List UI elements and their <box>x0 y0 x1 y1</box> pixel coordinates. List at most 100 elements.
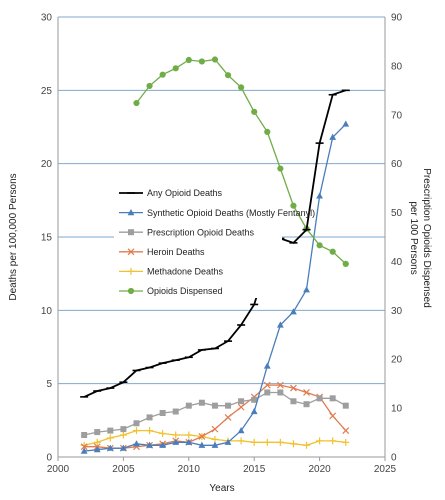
data-point <box>185 402 192 409</box>
data-point <box>263 362 271 369</box>
data-point <box>107 427 114 434</box>
right-axis-ticks: 0 10 20 30 40 50 60 70 80 90 <box>391 13 403 464</box>
legend-label: Synthetic Opioid Deaths (Mostly Fentanyl… <box>147 208 315 218</box>
y-tick-label-left: 10 <box>41 306 53 317</box>
data-point <box>238 84 245 91</box>
data-point <box>329 437 337 445</box>
data-point <box>237 437 245 445</box>
series-opioids-dispensed <box>133 56 349 267</box>
y-axis-label-right: Prescription Opioids Dispensed per 100 P… <box>408 168 432 308</box>
data-point <box>185 56 192 64</box>
data-point <box>93 438 101 446</box>
series-layer <box>80 56 350 454</box>
data-point <box>172 431 180 439</box>
x-axis-ticks: 2000 2005 2010 2015 2020 2025 <box>47 457 397 475</box>
data-point <box>290 384 297 392</box>
data-point <box>80 447 88 454</box>
data-point <box>120 444 127 451</box>
data-point <box>106 434 114 442</box>
y-tick-label-right: 50 <box>391 208 403 219</box>
data-point <box>277 389 284 396</box>
svg-text:per 100 Persons: per 100 Persons <box>408 201 419 274</box>
data-point <box>120 426 127 433</box>
data-point <box>342 260 349 267</box>
data-point <box>133 99 140 107</box>
data-point <box>224 72 232 79</box>
legend-item: Prescription Opioid Deaths <box>119 227 255 237</box>
data-point <box>159 410 166 416</box>
y-tick-label-right: 60 <box>391 159 403 170</box>
data-point <box>159 430 167 438</box>
data-point <box>316 192 323 199</box>
x-tick-label: 2010 <box>178 464 201 475</box>
data-point <box>329 412 337 420</box>
data-point <box>303 401 310 408</box>
data-point <box>172 65 179 72</box>
data-point <box>185 431 193 439</box>
legend-item: Heroin Deaths <box>119 247 205 257</box>
data-point <box>198 441 206 448</box>
data-point <box>263 381 271 389</box>
legend-item: Opioids Dispensed <box>119 286 223 296</box>
data-point <box>251 108 258 115</box>
legend-marker <box>127 209 135 216</box>
data-point <box>146 441 153 448</box>
data-point <box>133 420 140 427</box>
y-tick-label-right: 90 <box>391 13 403 24</box>
data-point <box>237 427 245 434</box>
data-point <box>198 433 206 440</box>
data-point <box>264 389 271 396</box>
data-point <box>224 413 232 421</box>
y-tick-label-right: 80 <box>391 61 403 72</box>
data-point <box>276 381 284 389</box>
data-point <box>342 120 350 127</box>
data-point <box>289 440 297 448</box>
data-point <box>93 446 101 453</box>
data-point <box>277 165 284 172</box>
data-point <box>106 444 114 451</box>
data-point <box>342 427 350 435</box>
data-point <box>211 425 219 433</box>
data-point <box>251 396 258 403</box>
data-point <box>172 438 180 445</box>
data-point <box>290 308 297 315</box>
y-tick-label-left: 0 <box>46 453 52 464</box>
y-tick-label-right: 10 <box>391 404 403 415</box>
data-point <box>211 441 219 448</box>
data-point <box>250 407 258 415</box>
data-point <box>185 438 193 445</box>
y-axis-label-left: Deaths per 100,000 Persons <box>8 173 19 300</box>
data-point <box>329 248 336 255</box>
legend: Any Opioid Deaths Synthetic Opioid Deaths… <box>114 185 315 298</box>
data-point <box>132 427 140 435</box>
data-point <box>198 399 205 406</box>
data-point <box>290 202 297 209</box>
data-point <box>119 431 127 439</box>
legend-label: Any Opioid Deaths <box>147 188 223 198</box>
data-point <box>342 402 349 409</box>
data-point <box>225 402 232 409</box>
data-point <box>146 414 153 421</box>
y-tick-label-left: 20 <box>41 159 53 170</box>
y-tick-label-right: 0 <box>391 453 397 464</box>
data-point <box>303 286 310 293</box>
data-point <box>316 242 323 249</box>
data-point <box>81 432 88 438</box>
data-point <box>290 398 297 405</box>
data-point <box>224 438 232 445</box>
legend-item: Synthetic Opioid Deaths (Mostly Fentanyl… <box>119 208 315 218</box>
legend-marker <box>127 287 135 295</box>
x-tick-label: 2025 <box>374 464 397 475</box>
x-tick-label: 2005 <box>112 464 135 475</box>
data-point <box>342 438 350 446</box>
y-tick-label-right: 40 <box>391 257 403 268</box>
y-tick-label-left: 15 <box>41 233 53 244</box>
legend-background <box>114 185 282 298</box>
data-point <box>329 395 336 402</box>
y-tick-label-right: 20 <box>391 355 403 366</box>
svg-text:Prescription Opioids Dispensed: Prescription Opioids Dispensed <box>421 168 432 308</box>
data-point <box>264 128 271 135</box>
y-tick-label-right: 70 <box>391 110 403 121</box>
data-point <box>159 71 166 78</box>
data-point <box>316 437 324 445</box>
